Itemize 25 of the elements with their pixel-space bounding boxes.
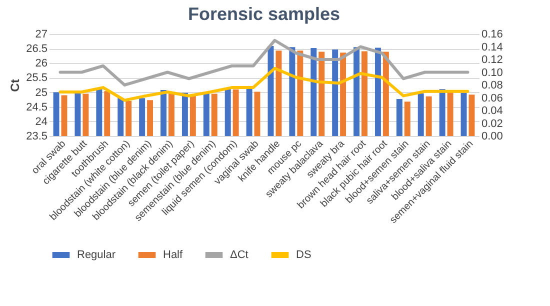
y2-tick-label: 0.08 bbox=[482, 80, 503, 92]
legend-label: Half bbox=[163, 249, 184, 261]
y-tick-label: 27 bbox=[35, 28, 48, 40]
y2-tick-label: 0.00 bbox=[482, 130, 503, 142]
y2-tick-label: 0.10 bbox=[482, 66, 503, 79]
y2-tick-label: 0.02 bbox=[482, 118, 503, 130]
y-tick-label: 24.5 bbox=[26, 101, 48, 114]
y-tick-label: 25 bbox=[35, 86, 48, 99]
chart-title: Forensic samples bbox=[188, 4, 340, 24]
y-tick-label: 23.5 bbox=[26, 130, 48, 142]
y2-tick-label: 0.16 bbox=[482, 28, 503, 40]
line-series bbox=[58, 66, 470, 102]
legend-label: Regular bbox=[77, 249, 116, 261]
y-tick-label: 26 bbox=[35, 58, 48, 70]
legend-label: ΔCt bbox=[230, 249, 248, 261]
y-axis-title: Ct bbox=[8, 79, 22, 92]
y2-tick-label: 0.06 bbox=[482, 92, 503, 104]
y2-tick-label: 0.04 bbox=[482, 105, 503, 117]
y-tick-label: 26.5 bbox=[26, 43, 48, 56]
y-tick-label: 25.5 bbox=[26, 72, 48, 84]
y2-tick-label: 0.14 bbox=[482, 41, 503, 54]
legend-label: DS bbox=[296, 249, 312, 261]
y2-tick-label: 0.12 bbox=[482, 54, 503, 66]
y-tick-label: 24 bbox=[35, 116, 48, 128]
line-series bbox=[58, 38, 470, 86]
